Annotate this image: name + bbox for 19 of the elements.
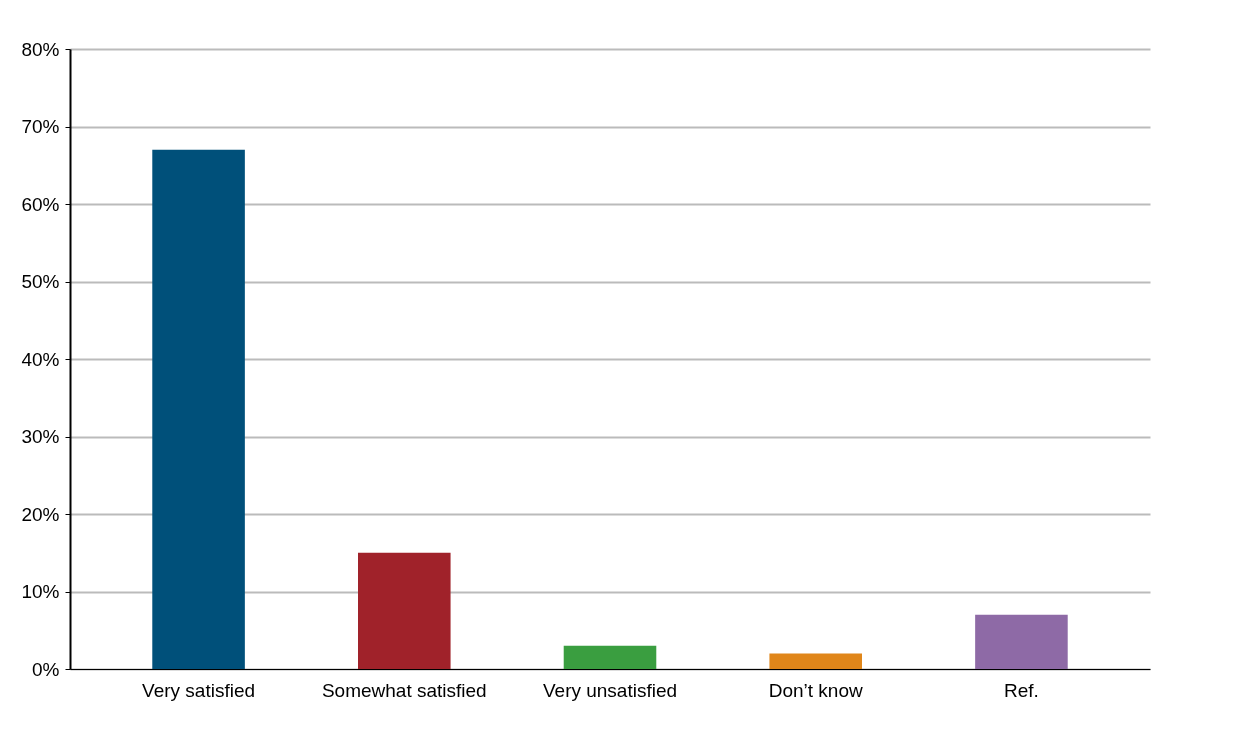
y-tick-label: 30% bbox=[21, 426, 60, 447]
bar bbox=[769, 653, 862, 669]
y-tick-label: 60% bbox=[21, 193, 60, 215]
x-tick-label: Very satisfied bbox=[142, 679, 256, 701]
y-tick-label: 10% bbox=[21, 581, 60, 602]
bar bbox=[152, 149, 245, 669]
bar bbox=[358, 552, 451, 669]
x-tick-label: Somewhat satisfied bbox=[321, 679, 487, 701]
x-tick-label: Don’t know bbox=[768, 679, 863, 701]
y-tick-label: 70% bbox=[21, 116, 60, 137]
y-tick-label: 50% bbox=[21, 271, 60, 292]
x-tick-label: Very unsatisfied bbox=[542, 679, 678, 701]
y-tick-label: 80% bbox=[21, 38, 60, 60]
x-tick-label: Ref. bbox=[1004, 679, 1039, 701]
bar bbox=[975, 614, 1068, 669]
y-tick-label: 40% bbox=[21, 348, 60, 370]
y-tick-label: 20% bbox=[21, 503, 60, 525]
y-tick-label: 0% bbox=[32, 658, 60, 680]
bar bbox=[563, 645, 657, 669]
